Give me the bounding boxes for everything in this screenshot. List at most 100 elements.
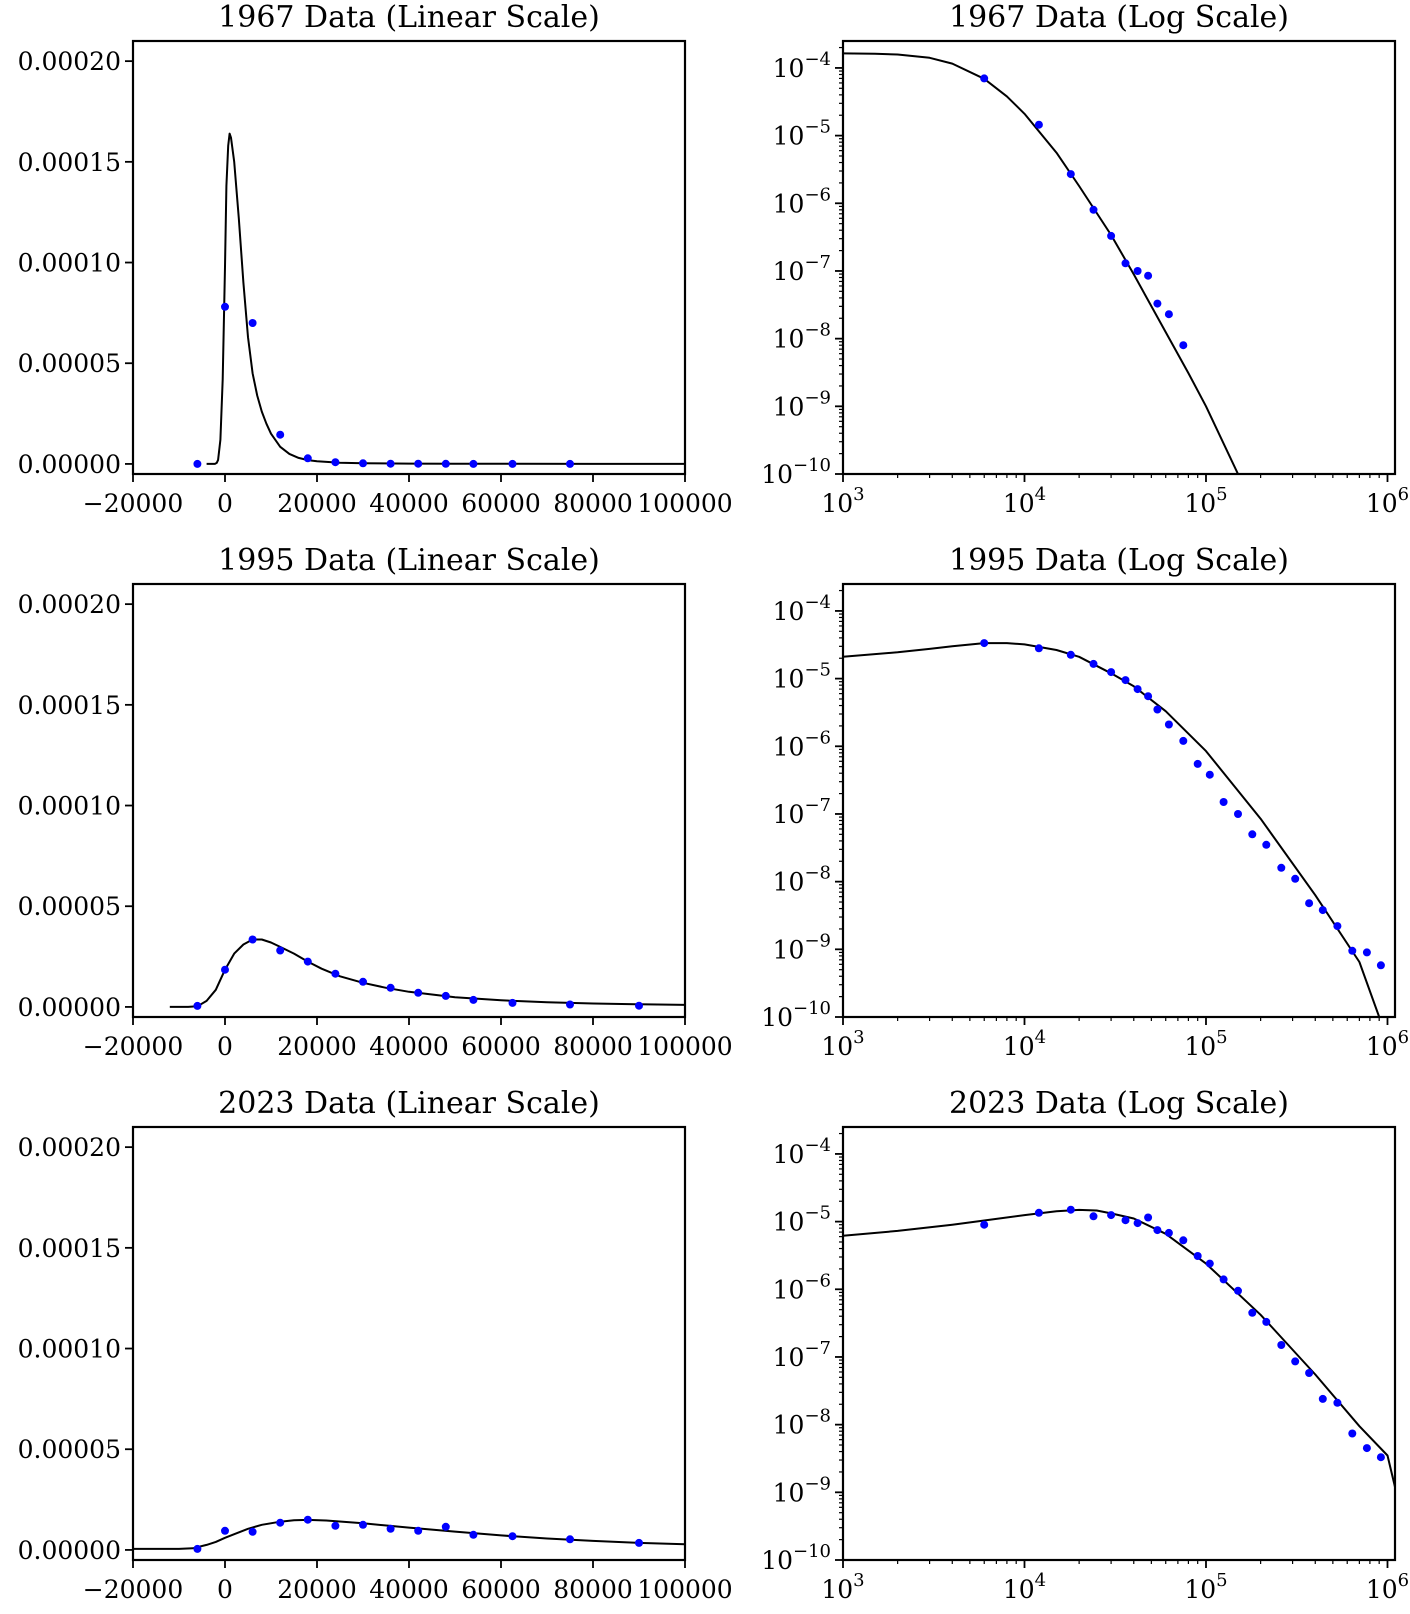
panel-title: 1995 Data (Log Scale) <box>949 543 1289 578</box>
data-point <box>469 459 478 468</box>
data-point <box>1219 798 1228 806</box>
y-tick-label: 0.00010 <box>18 792 121 821</box>
panel-2023-log: 2023 Data (Log Scale) 103 104 105 106 10−10 10… <box>761 1086 1409 1604</box>
y-tick-label: 10−8 <box>773 1406 831 1440</box>
x-tick-label: 104 <box>1003 1027 1046 1061</box>
data-point <box>1205 1259 1214 1268</box>
data-point <box>193 1001 202 1010</box>
axes-frame <box>131 582 687 1019</box>
y-tick-label: 0.00000 <box>18 1536 121 1565</box>
axes-frame <box>131 39 687 476</box>
data-point <box>1066 1205 1075 1214</box>
y-tick-label: 0.00015 <box>18 148 121 177</box>
data-point <box>1034 120 1043 129</box>
x-tick-label: 106 <box>1366 1027 1409 1061</box>
data-point <box>276 430 285 439</box>
y-tick-label: 10−5 <box>773 117 831 151</box>
data-point <box>1277 863 1286 872</box>
y-tick-label: 10−10 <box>761 1541 831 1575</box>
model-curve <box>133 1518 685 1550</box>
data-point <box>441 459 450 468</box>
data-point <box>1219 1275 1228 1284</box>
x-tick-label: 104 <box>1003 1570 1046 1604</box>
y-tick-label: 0.00005 <box>18 349 121 378</box>
data-point <box>248 1527 257 1536</box>
data-point <box>1333 1398 1342 1407</box>
data-point <box>469 995 478 1004</box>
data-point <box>1179 736 1188 745</box>
axes-frame <box>841 39 1397 476</box>
data-point <box>1362 1444 1371 1453</box>
data-point <box>1121 259 1130 268</box>
data-point <box>980 74 989 83</box>
data-point <box>1291 1357 1300 1366</box>
x-tick-label: 100000 <box>637 1575 732 1604</box>
data-point <box>508 998 517 1007</box>
data-point <box>1066 170 1075 179</box>
x-tick-label: 20000 <box>277 1575 357 1604</box>
x-tick-label: −20000 <box>83 489 183 518</box>
x-tick-label: 80000 <box>553 1032 633 1061</box>
x-tick-label: 100000 <box>637 1032 732 1061</box>
axes-frame <box>841 1125 1397 1562</box>
y-tick-label: 0.00010 <box>18 1335 121 1364</box>
panel-title: 2023 Data (Log Scale) <box>949 1086 1289 1121</box>
data-point <box>1305 1369 1314 1377</box>
data-point <box>1034 644 1043 653</box>
data-point <box>248 935 257 944</box>
y-tick-label: 10−10 <box>761 455 831 489</box>
y-tick-label: 10−9 <box>773 1473 831 1507</box>
data-point <box>508 1532 517 1541</box>
data-point <box>1121 676 1130 685</box>
x-tick-label: 20000 <box>277 489 357 518</box>
x-tick-label: 100000 <box>637 489 732 518</box>
data-point <box>1153 299 1162 308</box>
y-tick-label: 0.00005 <box>18 892 121 921</box>
y-tick-label: 0.00015 <box>18 1234 121 1263</box>
data-point <box>331 969 340 978</box>
data-point <box>1066 650 1075 659</box>
data-point <box>635 1538 643 1547</box>
x-tick-label: 105 <box>1184 484 1227 518</box>
x-tick-label: 0 <box>217 1575 233 1604</box>
data-point <box>1107 231 1116 240</box>
panel-title: 1995 Data (Linear Scale) <box>218 543 600 578</box>
y-tick-label: 10−8 <box>773 320 831 354</box>
data-point <box>1318 1394 1327 1403</box>
data-point <box>1144 692 1153 701</box>
data-point <box>1205 770 1214 779</box>
data-point <box>1277 1341 1286 1349</box>
y-tick-label: 10−6 <box>773 727 831 761</box>
y-tick-label: 10−9 <box>773 387 831 421</box>
data-point <box>1179 1236 1188 1245</box>
data-point <box>1248 1308 1257 1317</box>
panel-1995-linear: 1995 Data (Linear Scale) −20000 0 20000 4000… <box>18 543 733 1061</box>
axes-frame <box>131 1125 687 1562</box>
data-point <box>1179 341 1188 350</box>
y-tick-label: 0.00015 <box>18 691 121 720</box>
data-point <box>1362 948 1371 957</box>
x-tick-label: −20000 <box>83 1575 183 1604</box>
data-point <box>1153 1226 1162 1235</box>
data-point <box>1376 961 1385 970</box>
data-point <box>1262 840 1271 849</box>
data-point <box>1089 659 1098 668</box>
data-point <box>221 965 229 974</box>
y-tick-label: 0.00005 <box>18 1435 121 1464</box>
y-tick-label: 0.00010 <box>18 249 121 278</box>
data-point <box>414 459 423 468</box>
x-tick-label: 105 <box>1184 1570 1227 1604</box>
data-point <box>1107 668 1116 677</box>
panel-title: 2023 Data (Linear Scale) <box>218 1086 600 1121</box>
data-point <box>193 459 202 468</box>
y-tick-label: 0.00000 <box>18 993 121 1022</box>
x-tick-label: 40000 <box>369 1575 449 1604</box>
panel-title: 1967 Data (Linear Scale) <box>218 0 600 35</box>
data-point <box>303 1515 312 1524</box>
data-point <box>1164 720 1173 729</box>
data-point <box>276 946 285 955</box>
y-tick-label: 10−5 <box>773 1203 831 1237</box>
data-point <box>1153 705 1162 714</box>
data-point <box>635 1001 643 1010</box>
